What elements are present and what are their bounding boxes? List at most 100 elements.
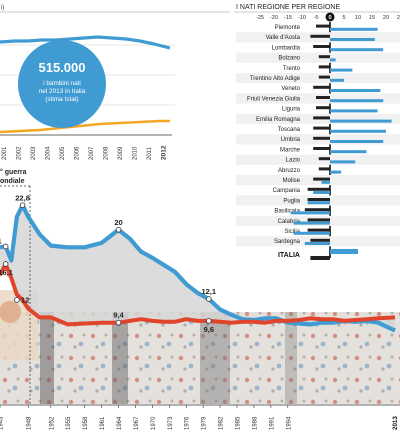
italia-bar-series-2 [330, 249, 358, 254]
region-bar-series-1 [304, 208, 330, 212]
axis-tick-label: -5 [314, 15, 319, 21]
region-bar-series-2 [321, 180, 330, 184]
annotation-line-2: ondiale [0, 178, 25, 185]
region-bar-series-2 [290, 211, 330, 215]
callout-badge: 515.000 i bambini nati nel 2013 in Itali… [18, 40, 106, 128]
region-bar-series-2 [293, 221, 330, 225]
deaths-line [0, 262, 396, 327]
bottom-tick-label: 1961 [100, 416, 106, 430]
bottom-tick-label: 1988 [252, 416, 258, 430]
region-row: Piemonte [275, 24, 378, 31]
region-label: Bolzano [278, 56, 300, 62]
axis-tick-label: -20 [270, 15, 278, 21]
callout-circle [18, 40, 106, 128]
axis-tick-label: -10 [298, 15, 306, 21]
top-left-x-tick: 2007 [89, 146, 95, 160]
axis-tick-label: -25 [256, 15, 264, 21]
point-marker [205, 296, 212, 302]
point-label: 22,8 [15, 193, 30, 202]
point-label: 9,4 [113, 311, 124, 320]
top-left-x-tick: 2005 [60, 146, 66, 160]
region-label: Emilia Romagna [256, 117, 301, 123]
region-label: Sicilia [284, 229, 300, 235]
region-label: Lazio [286, 158, 301, 164]
region-bar-series-1 [318, 167, 330, 171]
top-left-header: i) [1, 5, 4, 11]
region-bar-series-2 [330, 119, 392, 123]
region-label: Puglia [283, 198, 300, 204]
bottom-tick-label: 1964 [117, 416, 123, 430]
region-label: Sardegna [274, 239, 301, 245]
top-left-x-tick: 2003 [31, 146, 37, 160]
region-row: Marche [280, 147, 367, 154]
region-bar-series-2 [330, 48, 384, 52]
top-left-blue-line [0, 35, 171, 50]
top-left-x-tick: 2011 [147, 146, 153, 160]
region-bar-series-2 [330, 109, 378, 113]
point-label: 12 [21, 295, 29, 304]
italia-row: ITALIA [278, 249, 358, 260]
point-marker [14, 297, 20, 303]
axis-tick-label: 5 [342, 15, 345, 21]
region-bar-series-2 [330, 129, 386, 133]
bottom-tick-label: 1991 [269, 416, 275, 430]
bottom-x-ticks: 1943 1948 1952 1955 1958 1961 1964 1967 1970 1973… [0, 405, 399, 430]
point-label: 20 [114, 218, 122, 227]
top-left-x-tick: 2002 [17, 146, 23, 160]
region-bar-series-2 [330, 140, 384, 143]
region-row-band [236, 52, 400, 63]
region-bar-series-1 [313, 85, 330, 89]
region-row: Sardegna [236, 236, 400, 247]
region-bar-series-1 [316, 96, 330, 99]
bottom-tick-label: 1979 [202, 416, 208, 430]
region-bar-series-1 [316, 106, 330, 110]
region-row: Calabria [236, 215, 400, 226]
region-label: Molise [283, 178, 301, 184]
region-bar-series-1 [313, 126, 330, 130]
axis-tick-label: 0 [328, 15, 331, 21]
region-bar-series-2 [330, 170, 342, 174]
region-label: Veneto [281, 86, 300, 92]
bottom-tick-label: 1994 [286, 416, 292, 430]
region-bar-series-1 [310, 238, 330, 242]
region-bar-series-1 [313, 136, 330, 140]
bottom-tick-label: 1943 [0, 416, 5, 430]
region-label: Trentino Alto Adige [250, 76, 301, 82]
italia-label: ITALIA [278, 252, 300, 259]
region-bar-series-2 [313, 191, 330, 194]
bottom-tick-label: 1955 [66, 416, 72, 430]
region-bar-series-2 [330, 150, 367, 154]
region-row: Umbria [236, 134, 400, 145]
region-label: Marche [280, 147, 301, 153]
region-bar-series-2 [330, 99, 384, 103]
regional-axis-ticks: -25 -20 -15 -10 -5 0 5 10 15 20 25 [256, 12, 400, 22]
region-bar-series-2 [330, 78, 344, 82]
region-row: Liguria [282, 106, 378, 113]
region-row: Lombardia [272, 45, 384, 51]
photo-background [0, 312, 400, 404]
region-row: Trentino Alto Adige [236, 73, 400, 84]
region-bar-series-1 [307, 187, 330, 191]
point-label: 18,1 [0, 236, 2, 245]
region-label: Lombardia [272, 45, 301, 51]
region-row: Puglia [236, 195, 400, 206]
region-row: Basilicata [274, 208, 330, 215]
photo-shadows [0, 290, 297, 404]
point-marker [19, 202, 26, 209]
axis-tick-label: 25 [397, 15, 400, 21]
top-left-x-tick: 2012 [161, 145, 168, 160]
region-bar-series-1 [316, 24, 330, 28]
region-label: Umbria [281, 137, 301, 143]
top-left-x-tick: 2009 [118, 146, 124, 160]
region-label: Toscana [278, 127, 301, 133]
region-row: Friuli Venezia Giulia [236, 93, 400, 104]
bottom-tick-label-last: 2013 [392, 416, 399, 430]
region-row: Molise [236, 175, 400, 186]
region-row: Trento [283, 65, 353, 72]
region-bar-series-1 [307, 228, 330, 232]
axis-tick-label: 15 [369, 15, 375, 21]
region-row: Toscana [278, 126, 386, 133]
point-label: 12,1 [201, 287, 216, 296]
point-marker [2, 243, 9, 250]
